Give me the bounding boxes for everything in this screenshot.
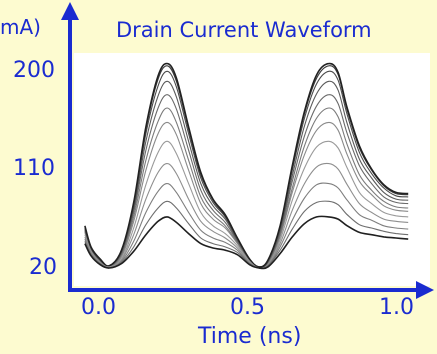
series-line xyxy=(84,107,409,269)
chart-title: Drain Current Waveform xyxy=(116,18,372,42)
y-tick-label: 200 xyxy=(13,58,55,83)
series-line xyxy=(84,62,409,268)
x-tick-label: 1.0 xyxy=(379,295,414,320)
series-line xyxy=(84,162,409,269)
series-line xyxy=(84,182,409,269)
x-tick-label: 0.5 xyxy=(230,295,265,320)
y-axis-label: mA) xyxy=(0,15,41,39)
series-line xyxy=(84,121,409,269)
series-line xyxy=(84,140,409,269)
x-tick-label: 0.0 xyxy=(81,295,116,320)
x-axis-arrow-icon xyxy=(416,281,434,299)
series-line xyxy=(84,94,409,268)
y-tick-label: 20 xyxy=(29,255,57,280)
series-group xyxy=(84,62,409,270)
y-tick-label: 110 xyxy=(13,156,55,181)
y-axis-arrow-icon xyxy=(61,2,79,20)
series-line xyxy=(84,200,409,269)
series-line xyxy=(84,70,409,268)
series-line xyxy=(84,215,409,270)
x-axis-label: Time (ns) xyxy=(197,324,301,349)
